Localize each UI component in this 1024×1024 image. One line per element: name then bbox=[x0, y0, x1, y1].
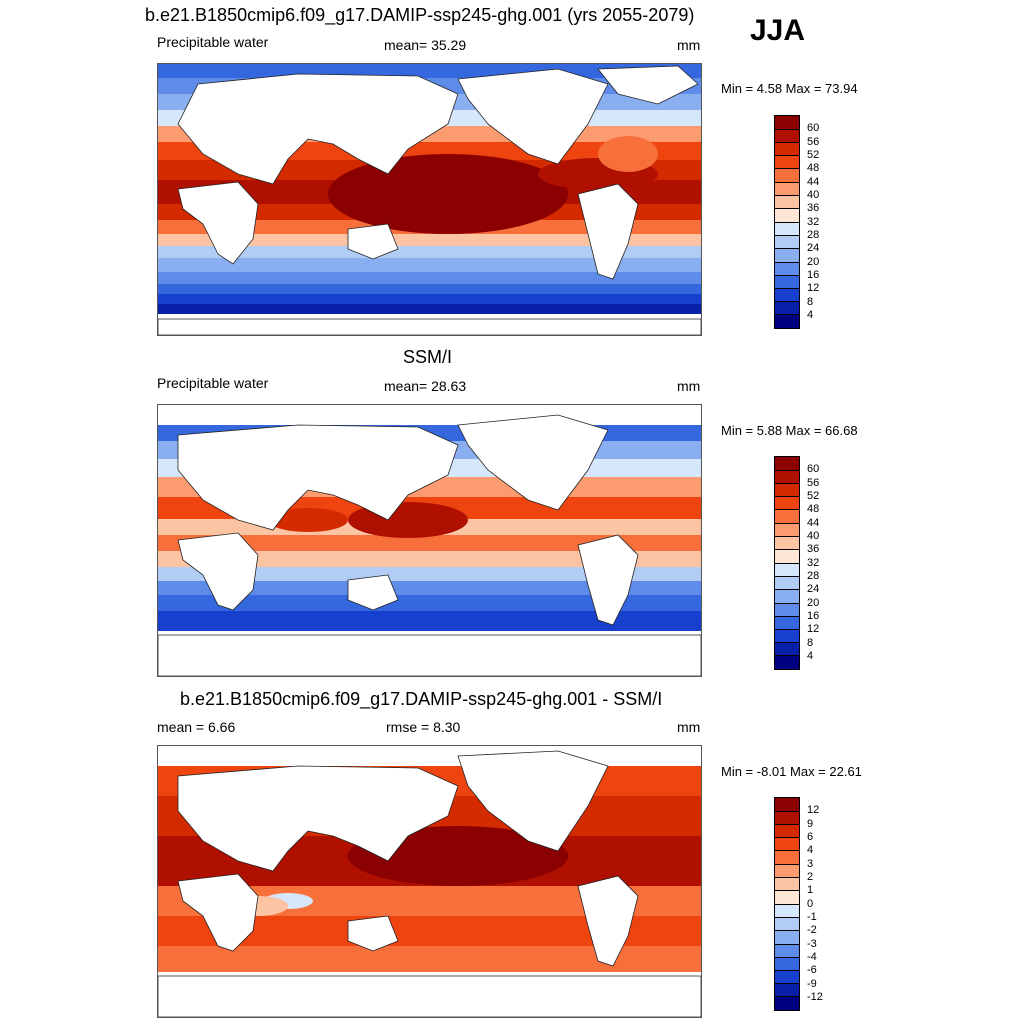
map-difference bbox=[157, 745, 702, 1018]
units-label: mm bbox=[677, 37, 701, 53]
mean-label: mean= 35.29 bbox=[384, 37, 467, 53]
colorbar-tick: 20 bbox=[807, 256, 820, 268]
colorbar-tick: 40 bbox=[807, 189, 820, 201]
colorbar-tick: 12 bbox=[807, 623, 820, 635]
map-model-field bbox=[158, 64, 701, 335]
colorbar-tick: 1 bbox=[807, 884, 814, 896]
colorbar-tick: 16 bbox=[807, 610, 820, 622]
colorbar-tick: 4 bbox=[807, 309, 814, 321]
colorbar-tick: 8 bbox=[807, 296, 814, 308]
mean-label: mean= 28.63 bbox=[384, 378, 467, 394]
colorbar-tick: 16 bbox=[807, 269, 820, 281]
colorbar-tick: 28 bbox=[807, 229, 820, 241]
minmax-label: Min = -8.01 Max = 22.61 bbox=[721, 764, 862, 779]
colorbar-tick: 8 bbox=[807, 637, 814, 649]
colorbar-tick: 32 bbox=[807, 216, 820, 228]
colorbar-tick: 36 bbox=[807, 202, 820, 214]
colorbar-tick: 6 bbox=[807, 831, 814, 843]
colorbar-tick: 32 bbox=[807, 557, 820, 569]
colorbar-tick: 9 bbox=[807, 818, 814, 830]
colorbar-tick: 60 bbox=[807, 122, 820, 134]
colorbar-tick: 56 bbox=[807, 136, 820, 148]
minmax-label: Min = 4.58 Max = 73.94 bbox=[721, 81, 858, 96]
colorbar-tick: 28 bbox=[807, 570, 820, 582]
colorbar-tick: 36 bbox=[807, 543, 820, 555]
minmax-label: Min = 5.88 Max = 66.68 bbox=[721, 423, 858, 438]
colorbar-observations bbox=[774, 456, 800, 670]
colorbar-tick: 56 bbox=[807, 477, 820, 489]
colorbar-tick: 24 bbox=[807, 242, 820, 254]
colorbar-tick: -2 bbox=[807, 924, 817, 936]
units-label: mm bbox=[677, 378, 701, 394]
colorbar-difference bbox=[774, 797, 800, 1011]
colorbar-tick: 2 bbox=[807, 871, 814, 883]
rmse-label: rmse = 8.30 bbox=[386, 719, 461, 735]
colorbar-model bbox=[774, 115, 800, 329]
map-difference-field bbox=[158, 746, 701, 1017]
colorbar-tick: 40 bbox=[807, 530, 820, 542]
variable-label: Precipitable water bbox=[157, 375, 269, 391]
colorbar-tick: 52 bbox=[807, 490, 820, 502]
map-model bbox=[157, 63, 702, 336]
panel-title: b.e21.B1850cmip6.f09_g17.DAMIP-ssp245-gh… bbox=[145, 5, 695, 25]
colorbar-tick: 52 bbox=[807, 149, 820, 161]
colorbar-tick: 20 bbox=[807, 597, 820, 609]
colorbar-tick: 44 bbox=[807, 176, 820, 188]
map-observations-field bbox=[158, 405, 701, 676]
colorbar-tick: 44 bbox=[807, 517, 820, 529]
colorbar-tick: 12 bbox=[807, 804, 820, 816]
colorbar-tick: -12 bbox=[807, 991, 823, 1003]
colorbar-tick: 4 bbox=[807, 650, 814, 662]
colorbar-tick: 4 bbox=[807, 844, 814, 856]
colorbar-tick: 24 bbox=[807, 583, 820, 595]
colorbar-tick: -4 bbox=[807, 951, 817, 963]
units-label: mm bbox=[677, 719, 701, 735]
colorbar-tick: 48 bbox=[807, 503, 820, 515]
colorbar-tick: -3 bbox=[807, 938, 817, 950]
panel-title: SSM/I bbox=[403, 347, 453, 367]
colorbar-tick: -1 bbox=[807, 911, 817, 923]
variable-label: Precipitable water bbox=[157, 34, 269, 50]
season-label: JJA bbox=[750, 14, 806, 47]
colorbar-tick: 60 bbox=[807, 463, 820, 475]
colorbar-tick: 3 bbox=[807, 858, 814, 870]
colorbar-tick: 12 bbox=[807, 282, 820, 294]
colorbar-tick: -9 bbox=[807, 978, 817, 990]
map-observations bbox=[157, 404, 702, 677]
panel-title: b.e21.B1850cmip6.f09_g17.DAMIP-ssp245-gh… bbox=[180, 689, 663, 709]
colorbar-tick: 0 bbox=[807, 898, 814, 910]
colorbar-tick: -6 bbox=[807, 964, 817, 976]
mean-label: mean = 6.66 bbox=[157, 719, 236, 735]
colorbar-tick: 48 bbox=[807, 162, 820, 174]
